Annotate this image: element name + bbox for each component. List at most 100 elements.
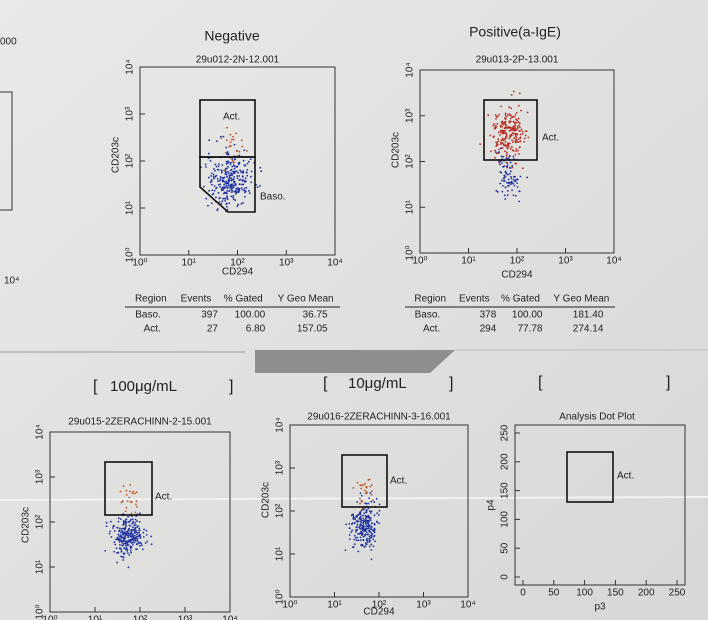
event-dot [131, 539, 134, 541]
event-dot [362, 539, 365, 542]
event-dot [122, 523, 124, 526]
event-dot [351, 546, 354, 549]
event-dot [518, 124, 520, 127]
event-dot [359, 512, 362, 515]
event-dot [503, 174, 506, 177]
event-dot [366, 541, 369, 543]
event-dot [233, 167, 236, 170]
event-dot [363, 512, 366, 515]
event-dot [513, 115, 516, 118]
x-axis-label: CD294 [501, 270, 533, 281]
event-dot [526, 111, 529, 114]
event-dot [210, 179, 213, 181]
event-dot [117, 517, 120, 520]
event-dot [213, 177, 215, 180]
event-dot [224, 192, 227, 194]
event-dot [518, 146, 521, 148]
event-dot [122, 552, 125, 555]
event-dot [131, 492, 134, 495]
event-dot [508, 137, 511, 140]
event-dot [512, 155, 515, 158]
event-dot [521, 132, 524, 135]
event-dot [512, 120, 515, 123]
event-dot [356, 481, 359, 484]
event-dot [504, 117, 507, 120]
event-dot [519, 133, 522, 136]
event-dot [226, 195, 228, 198]
event-dot [499, 124, 502, 127]
event-dot [497, 131, 500, 134]
event-dot [231, 189, 234, 192]
event-dot [235, 170, 238, 173]
event-dot [227, 179, 230, 182]
event-dot [132, 490, 135, 493]
event-dot [345, 523, 348, 526]
event-dot [510, 146, 513, 148]
event-dot [115, 547, 118, 550]
table-cell: Act. [144, 324, 161, 335]
event-dot [130, 536, 133, 538]
event-dot [501, 125, 504, 128]
event-dot [241, 176, 244, 178]
event-dot [356, 501, 359, 503]
panel-subtitle: 29u015-2ZERACHINN-2-15.001 [68, 417, 212, 428]
event-dot [495, 141, 498, 144]
event-dot [226, 175, 228, 178]
event-dot [509, 155, 511, 157]
event-dot [214, 163, 217, 166]
event-dot [232, 198, 235, 201]
event-dot [120, 541, 123, 544]
event-dot [243, 187, 246, 190]
event-dot [366, 527, 369, 530]
event-dot [122, 536, 125, 539]
event-dot [229, 133, 232, 136]
event-dot [363, 520, 366, 523]
event-dot [234, 199, 237, 202]
y-tick-label: 10⁰ [125, 247, 136, 262]
event-dot [362, 525, 365, 528]
event-dot [358, 526, 361, 529]
event-dot [243, 189, 246, 192]
event-dot [513, 137, 516, 139]
y-tick-label: 10⁰ [275, 589, 286, 604]
x-tick-label: 250 [669, 588, 686, 599]
event-dot [235, 150, 238, 152]
event-dot [226, 198, 229, 200]
event-dot [124, 548, 127, 551]
event-dot [136, 548, 138, 551]
panel-subtitle: 29u016-2ZERACHINN-3-16.001 [307, 412, 451, 423]
event-dot [207, 152, 210, 155]
event-dot [499, 129, 502, 132]
bracket: [ [323, 375, 328, 392]
event-dot [239, 169, 241, 172]
event-dot [222, 189, 225, 191]
event-dot [239, 178, 242, 181]
event-dot [129, 545, 132, 548]
event-dot [249, 158, 252, 161]
event-dot [208, 189, 211, 192]
event-dot [359, 502, 361, 505]
y-tick-label: 10² [35, 514, 46, 529]
y-tick-label: 10¹ [125, 200, 136, 215]
event-dot [506, 162, 509, 164]
event-dot [359, 492, 362, 495]
event-dot [369, 492, 372, 494]
event-dot [363, 483, 366, 485]
event-dot [357, 550, 360, 553]
event-dot [129, 520, 131, 523]
event-dot [520, 128, 523, 131]
event-dot [500, 171, 503, 174]
event-dot [119, 490, 122, 493]
event-dot [356, 525, 358, 528]
event-dot [373, 528, 376, 531]
event-dot [511, 115, 514, 118]
event-dot [211, 172, 213, 175]
event-dot [359, 539, 362, 542]
x-tick-label: 0 [520, 588, 526, 599]
event-dot [136, 520, 138, 523]
table-cell: Baso. [135, 310, 161, 321]
y-axis-label: CD203c [111, 137, 122, 173]
event-dot [132, 521, 135, 524]
event-dot [136, 537, 139, 540]
